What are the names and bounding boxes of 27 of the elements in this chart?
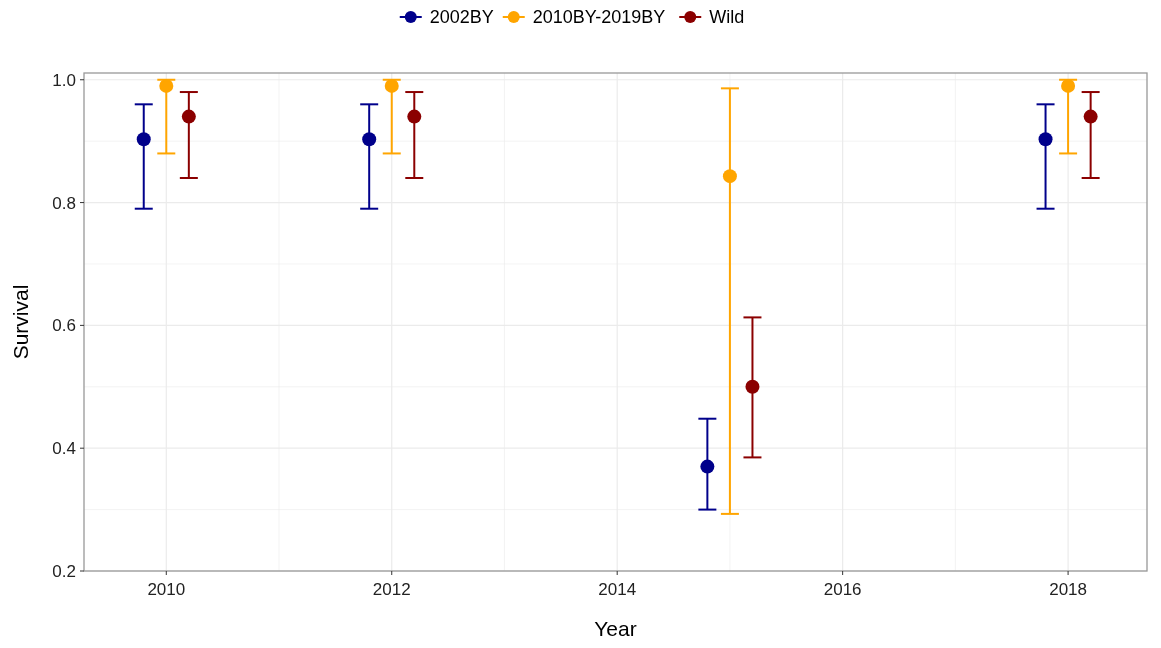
point — [745, 379, 760, 394]
point — [722, 169, 737, 184]
y-tick-label: 0.6 — [52, 316, 76, 336]
point — [181, 109, 196, 124]
x-tick-label: 2010 — [147, 580, 186, 599]
x-tick-label: 2012 — [372, 580, 411, 599]
legend-label: 2010BY-2019BY — [532, 7, 666, 27]
y-tick-label: 1.0 — [52, 70, 76, 90]
point — [700, 459, 715, 474]
point — [384, 78, 399, 93]
point — [1061, 78, 1076, 93]
y-tick-label: 0.8 — [52, 193, 76, 213]
x-axis-title: Year — [594, 617, 637, 640]
x-tick-label: 2018 — [1049, 580, 1088, 599]
point — [1083, 109, 1098, 124]
y-axis-title: Survival — [9, 284, 32, 360]
y-tick-label: 0.4 — [52, 439, 76, 459]
point — [136, 132, 151, 147]
x-tick-label: 2016 — [823, 580, 862, 599]
point — [159, 78, 174, 93]
x-tick-label: 2014 — [598, 580, 637, 599]
point — [362, 132, 377, 147]
legend-label: Wild — [709, 7, 745, 27]
y-tick-label: 0.2 — [52, 562, 76, 581]
point — [1038, 132, 1053, 147]
legend-label: 2002BY — [429, 7, 494, 27]
point — [407, 109, 422, 124]
